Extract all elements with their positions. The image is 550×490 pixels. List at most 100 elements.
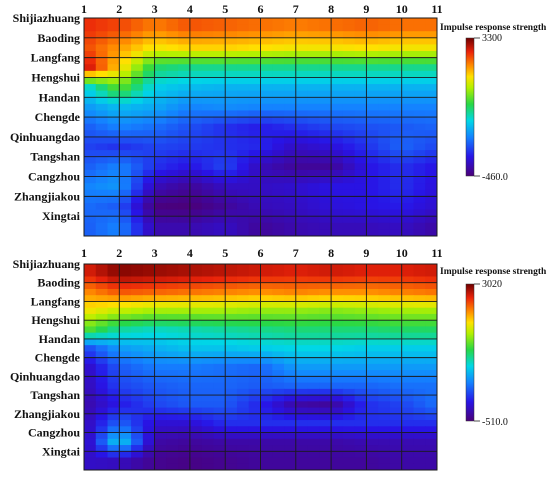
- heatmap-cell: [236, 229, 250, 236]
- heatmap-cell: [178, 426, 191, 434]
- heatmap-cell: [107, 222, 120, 230]
- heatmap-cell: [354, 413, 367, 421]
- heatmap-cell: [166, 307, 179, 315]
- heatmap-cell: [154, 326, 167, 334]
- heatmap-cell: [319, 451, 332, 459]
- y-tick-label: Chengde: [35, 351, 81, 365]
- heatmap-cell: [319, 445, 332, 452]
- heatmap-cell: [84, 457, 97, 465]
- heatmap-cell: [284, 216, 297, 224]
- heatmap-cell: [366, 143, 379, 151]
- heatmap-cell: [107, 70, 120, 79]
- heatmap-cell: [95, 209, 109, 217]
- heatmap-cell: [401, 84, 415, 92]
- heatmap-cell: [213, 183, 226, 191]
- heatmap-cell: [189, 70, 203, 79]
- heatmap-cell: [154, 44, 167, 52]
- heatmap-cell: [401, 44, 415, 52]
- heatmap-cell: [142, 376, 156, 384]
- heatmap-cell: [119, 345, 132, 352]
- heatmap-cell: [201, 413, 215, 421]
- heatmap-cell: [342, 70, 356, 79]
- heatmap-cell: [319, 420, 332, 427]
- heatmap-cell: [307, 64, 320, 72]
- heatmap-cell: [166, 301, 179, 309]
- heatmap-cell: [131, 117, 144, 125]
- heatmap-cell: [401, 189, 415, 197]
- heatmap-cell: [201, 143, 215, 151]
- heatmap-cell: [178, 209, 191, 217]
- heatmap-cell: [84, 395, 97, 402]
- heatmap-cell: [131, 84, 144, 92]
- heatmap-cell: [331, 282, 344, 290]
- heatmap-cell: [248, 320, 262, 328]
- heatmap-cell: [295, 37, 309, 46]
- heatmap-cell: [260, 44, 273, 52]
- heatmap-cell: [154, 103, 167, 112]
- heatmap-cell: [366, 156, 379, 164]
- heatmap-cell: [389, 156, 403, 164]
- heatmap-cell: [342, 77, 356, 85]
- heatmap-cell: [366, 136, 379, 145]
- heatmap-cell: [154, 432, 167, 440]
- heatmap-cell: [84, 209, 97, 217]
- heatmap-cell: [131, 209, 144, 217]
- heatmap-cell: [248, 150, 262, 158]
- heatmap-cell: [248, 77, 262, 85]
- heatmap-cell: [166, 438, 179, 446]
- heatmap-cell: [84, 376, 97, 384]
- heatmap-cell: [354, 169, 367, 178]
- heatmap-cell: [95, 326, 109, 334]
- heatmap-cell: [389, 276, 403, 284]
- heatmap-cell: [142, 264, 156, 271]
- heatmap-cell: [154, 438, 167, 446]
- heatmap-cell: [142, 332, 156, 340]
- heatmap-cell: [189, 18, 203, 26]
- heatmap-cell: [307, 209, 320, 217]
- heatmap-cell: [131, 264, 144, 271]
- heatmap-cell: [142, 70, 156, 79]
- heatmap-cell: [319, 307, 332, 315]
- heatmap-cell: [260, 264, 273, 271]
- heatmap-cell: [142, 382, 156, 390]
- heatmap-cell: [307, 401, 320, 409]
- heatmap-cell: [154, 216, 167, 224]
- heatmap-cell: [225, 320, 238, 328]
- heatmap-cell: [107, 196, 120, 204]
- heatmap-cell: [307, 51, 320, 59]
- heatmap-cell: [319, 407, 332, 415]
- heatmap-cell: [142, 130, 156, 138]
- heatmap-cell: [95, 401, 109, 409]
- heatmap-cell: [331, 457, 344, 465]
- heatmap-cell: [272, 123, 285, 131]
- heatmap-cell: [295, 196, 309, 204]
- heatmap-cell: [178, 407, 191, 415]
- heatmap-cell: [319, 31, 332, 39]
- heatmap-cell: [331, 37, 344, 46]
- heatmap-cell: [225, 24, 238, 32]
- heatmap-cell: [248, 196, 262, 204]
- heatmap-cell: [401, 332, 415, 340]
- heatmap-cell: [272, 222, 285, 230]
- heatmap-cell: [107, 183, 120, 191]
- heatmap-cell: [142, 270, 156, 278]
- heatmap-cell: [389, 202, 403, 211]
- heatmap-cell: [189, 288, 203, 296]
- heatmap-cell: [354, 376, 367, 384]
- heatmap-cell: [378, 24, 391, 32]
- heatmap-cell: [95, 110, 109, 118]
- heatmap-cell: [225, 395, 238, 402]
- heatmap-cell: [236, 457, 250, 465]
- heatmap-cell: [225, 270, 238, 278]
- heatmap-cell: [284, 264, 297, 271]
- heatmap-cell: [142, 143, 156, 151]
- heatmap-cell: [248, 156, 262, 164]
- heatmap-cell: [84, 90, 97, 98]
- heatmap-cell: [142, 209, 156, 217]
- heatmap-cell: [166, 57, 179, 65]
- heatmap-cell: [272, 84, 285, 92]
- heatmap-cell: [201, 457, 215, 465]
- heatmap-cell: [119, 163, 132, 171]
- x-tick-label: 7: [293, 246, 299, 260]
- heatmap-cell: [213, 363, 226, 371]
